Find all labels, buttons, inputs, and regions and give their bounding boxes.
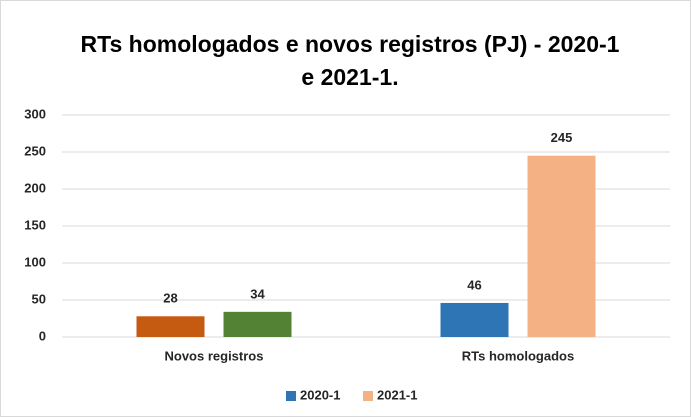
data-label: 245 [551, 130, 573, 145]
data-label: 28 [163, 291, 177, 306]
chart-title: e 2021-1. [301, 64, 398, 90]
legend-label: 2021-1 [377, 387, 417, 402]
data-label: 34 [250, 286, 265, 301]
legend-swatch [286, 391, 296, 401]
y-tick-label: 50 [32, 291, 46, 306]
chart-title: RTs homologados e novos registros (PJ) -… [81, 31, 620, 57]
y-tick-label: 100 [24, 254, 46, 269]
legend-label: 2020-1 [300, 387, 340, 402]
x-tick-label: RTs homologados [462, 348, 574, 363]
bar [527, 155, 596, 337]
y-tick-label: 150 [24, 217, 46, 232]
y-tick-label: 300 [24, 106, 46, 121]
y-tick-label: 200 [24, 180, 46, 195]
bar [223, 311, 292, 337]
bar [136, 316, 205, 337]
bar [440, 302, 509, 337]
y-tick-label: 0 [39, 328, 46, 343]
legend-swatch [363, 391, 373, 401]
data-label: 46 [467, 277, 481, 292]
x-tick-label: Novos registros [165, 348, 264, 363]
y-tick-label: 250 [24, 143, 46, 158]
